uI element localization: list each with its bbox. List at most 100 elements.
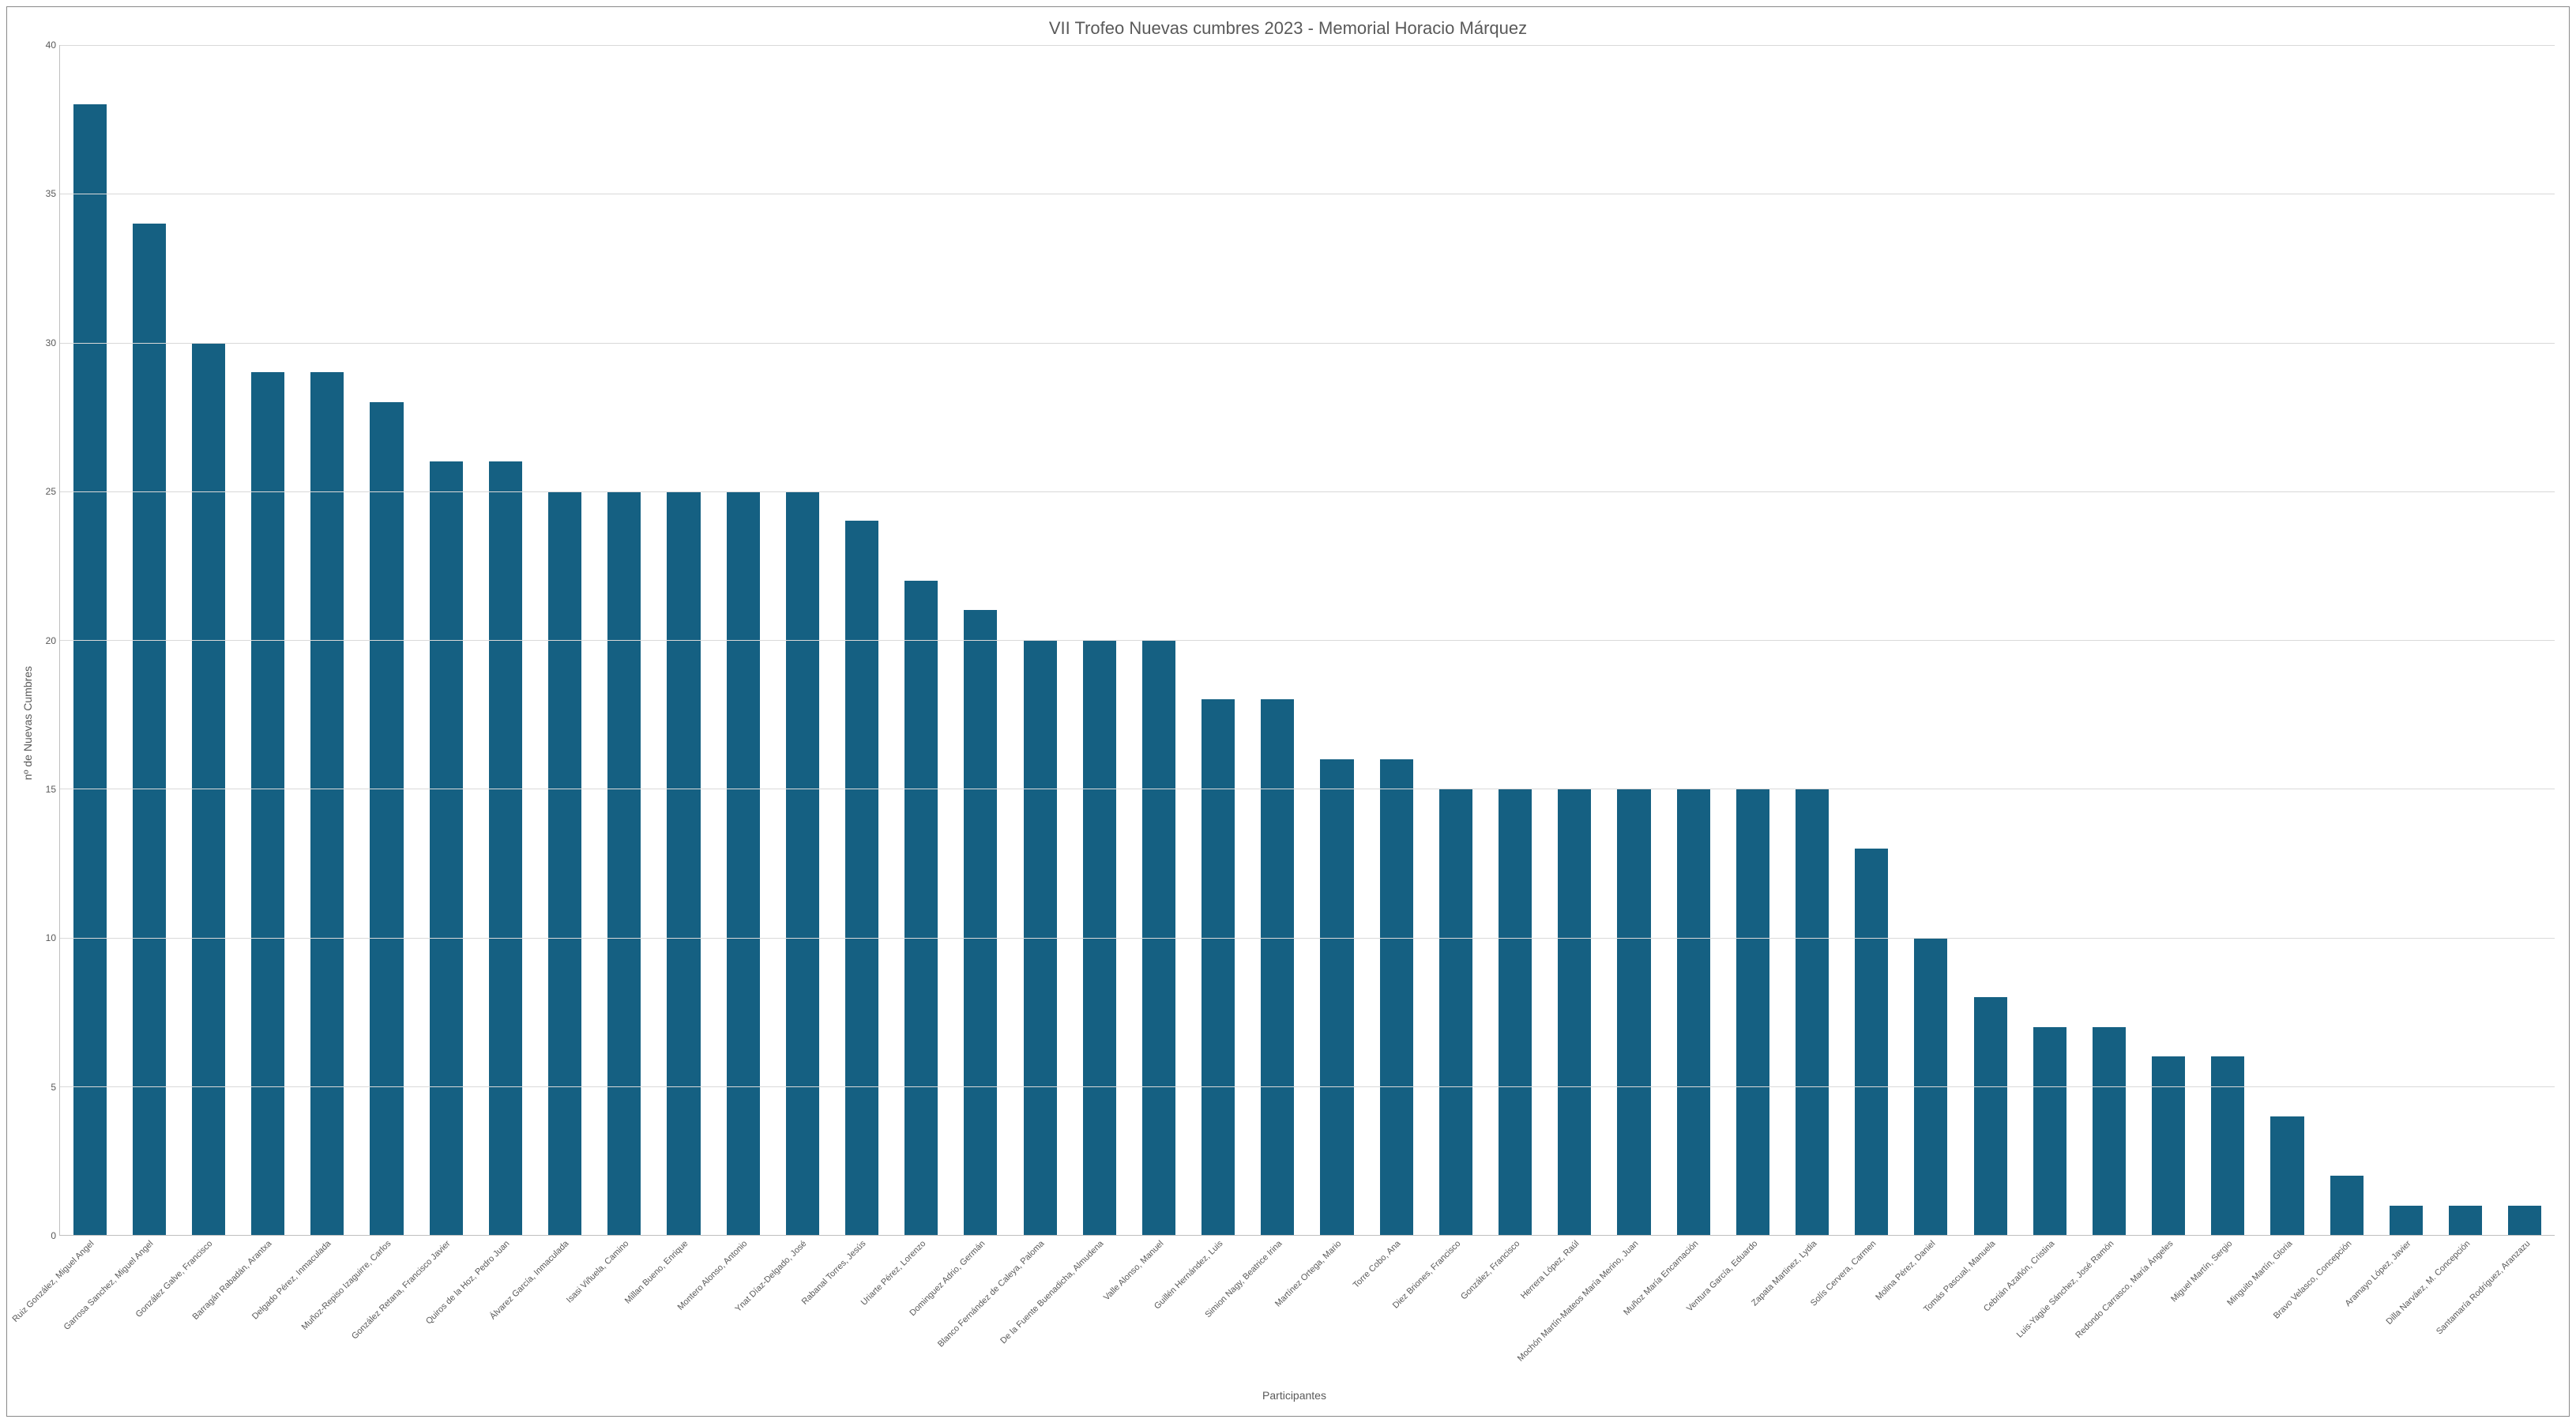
bar (2033, 1027, 2066, 1236)
x-tick-slot: González, Francisco (1485, 1236, 1544, 1386)
x-tick-slot: Simion Nagy, Beatrice Irina (1247, 1236, 1307, 1386)
bar (2211, 1056, 2244, 1235)
bar (370, 402, 403, 1235)
bar (1796, 789, 1829, 1235)
bar (133, 224, 166, 1235)
bar-slot (595, 45, 654, 1235)
y-tick-label: 35 (46, 188, 56, 199)
x-tick-slot: Diez Briones, Francisco (1426, 1236, 1485, 1386)
bar (1261, 699, 1294, 1235)
bar (2152, 1056, 2185, 1235)
bar-slot (951, 45, 1010, 1235)
bar (2330, 1176, 2364, 1235)
bar-slot (713, 45, 773, 1235)
x-tick-slot: Miguel Martín, Sergio (2198, 1236, 2258, 1386)
bar-slot (1189, 45, 1248, 1235)
chart-title: VII Trofeo Nuevas cumbres 2023 - Memoria… (21, 18, 2555, 39)
x-tick-slot: Zapata Martinez, Lydia (1782, 1236, 1841, 1386)
bar (1202, 699, 1235, 1235)
bar-slot (892, 45, 951, 1235)
bar-slot (1842, 45, 1901, 1235)
bar-slot (1307, 45, 1367, 1235)
x-ticks-spacer (34, 1236, 59, 1386)
bar-slot (654, 45, 713, 1235)
x-tick-slot: Isasi Viñuela, Camino (594, 1236, 653, 1386)
x-tick-slot: Bravo Velasco, Concepción (2317, 1236, 2376, 1386)
bar (1974, 997, 2007, 1235)
bar (310, 372, 344, 1235)
bar (1855, 849, 1888, 1236)
bar-slot (357, 45, 416, 1235)
bar (73, 104, 107, 1235)
bar (548, 491, 581, 1235)
y-tick-label: 30 (46, 337, 56, 348)
bar-slot (2139, 45, 2198, 1235)
bar (1499, 789, 1532, 1235)
bar-slot (832, 45, 891, 1235)
bar (964, 610, 997, 1235)
bar (727, 491, 760, 1235)
bar (192, 343, 225, 1236)
bar (1380, 759, 1413, 1235)
bar (1024, 640, 1057, 1235)
chart-container: VII Trofeo Nuevas cumbres 2023 - Memoria… (6, 6, 2570, 1417)
x-tick-slot: Redondo Carrasco, María Ángeles (2139, 1236, 2198, 1386)
bar-slot (1070, 45, 1129, 1235)
bar (1914, 938, 1947, 1236)
bar-slot (773, 45, 832, 1235)
bar (845, 521, 878, 1235)
x-tick-slot: Álvarez García, Inmaculada (535, 1236, 594, 1386)
bar-slot (1901, 45, 1961, 1235)
bar-slot (1782, 45, 1841, 1235)
x-tick-slot: Santamaría Rodríguez, Aranzazu (2495, 1236, 2555, 1386)
bar (607, 491, 641, 1235)
x-ticks-row: Ruiz González, Miguel AngelGarrosa Sanch… (34, 1236, 2555, 1386)
y-tick-label: 15 (46, 784, 56, 795)
x-tick-slot: Rabanal Torres, Jesús (832, 1236, 891, 1386)
bar-slot (476, 45, 535, 1235)
bar (2093, 1027, 2126, 1236)
bar-slot (1129, 45, 1188, 1235)
bar-slot (2495, 45, 2555, 1235)
bar (1083, 640, 1116, 1235)
bar (2449, 1206, 2482, 1236)
bar-slot (1664, 45, 1723, 1235)
bar-slot (2198, 45, 2258, 1235)
bar-slot (1545, 45, 1604, 1235)
bar-slot (1723, 45, 1782, 1235)
bar-slot (416, 45, 476, 1235)
bar (1617, 789, 1650, 1235)
x-tick-slot: Ventura García, Eduardo (1723, 1236, 1782, 1386)
bar (1677, 789, 1710, 1235)
bars-group (60, 45, 2555, 1235)
plot-row: 0510152025303540 (34, 45, 2555, 1236)
y-axis-label-text: nº de Nuevas Cumbres (21, 666, 34, 780)
bar-slot (2436, 45, 2495, 1235)
x-tick-slot: Ynat Díaz-Delgado, José (773, 1236, 832, 1386)
chart-body: nº de Nuevas Cumbres 0510152025303540 Ru… (21, 45, 2555, 1402)
chart-inner: 0510152025303540 Ruiz González, Miguel A… (34, 45, 2555, 1402)
bar (251, 372, 284, 1235)
bar (667, 491, 700, 1235)
bar-slot (239, 45, 298, 1235)
bar-slot (1248, 45, 1307, 1235)
bar (1439, 789, 1472, 1235)
y-tick-label: 20 (46, 635, 56, 646)
bar (489, 461, 522, 1235)
x-tick-slot: Torre Cobo, Ana (1367, 1236, 1426, 1386)
bar (1142, 640, 1175, 1235)
bar-slot (1426, 45, 1485, 1235)
bar-slot (60, 45, 119, 1235)
x-axis-ticks: Ruiz González, Miguel AngelGarrosa Sanch… (59, 1236, 2555, 1386)
bar (2390, 1206, 2423, 1236)
y-tick-label: 0 (51, 1230, 56, 1241)
bar-slot (1604, 45, 1664, 1235)
bar-slot (119, 45, 179, 1235)
bar (1320, 759, 1353, 1235)
x-tick-slot: Solís Cervera, Carmen (1842, 1236, 1901, 1386)
y-tick-label: 10 (46, 932, 56, 943)
bar-slot (2376, 45, 2435, 1235)
bar (1736, 789, 1769, 1235)
bar-slot (2079, 45, 2138, 1235)
bar-slot (1367, 45, 1426, 1235)
